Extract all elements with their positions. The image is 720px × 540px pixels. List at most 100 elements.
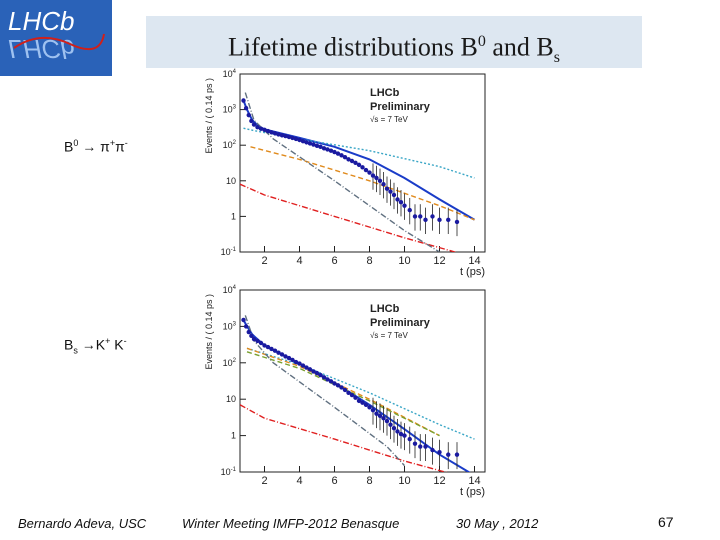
data-point: [279, 352, 285, 357]
data-point: [335, 383, 341, 388]
data-point: [325, 377, 330, 382]
data-point: [412, 214, 418, 219]
data-point: [356, 398, 362, 404]
legend-text: Preliminary: [370, 101, 431, 113]
data-point: [454, 219, 460, 225]
x-tick-label: 10: [398, 475, 410, 487]
plot-frame: [239, 289, 486, 473]
data-point: [360, 400, 365, 405]
data-point: [318, 372, 323, 378]
data-point: [332, 149, 337, 155]
data-point: [377, 413, 383, 418]
data-point: [346, 390, 351, 395]
data-point: [255, 338, 260, 344]
plot-area: [240, 92, 476, 252]
data-point: [349, 158, 355, 164]
fit-curve-red-dash-dot: [240, 404, 448, 472]
data-point: [251, 122, 257, 127]
y-tick-label: 10: [226, 394, 236, 404]
data-point: [381, 182, 386, 187]
data-point: [249, 118, 254, 124]
data-point: [272, 131, 278, 136]
x-tick-label: 6: [331, 475, 337, 487]
data-point: [241, 317, 246, 323]
data-point: [381, 416, 386, 421]
fit-curve-orange-dashed: [246, 347, 440, 437]
x-tick-label: 4: [296, 475, 302, 487]
data-point: [384, 418, 390, 424]
data-point: [423, 444, 428, 449]
y-axis-label: Events / ( 0.14 ps ): [204, 294, 214, 370]
lifetime-plot-b0: 10-1 1 10 102 103 104 2 4 6 8 10 12 14t (ps) Events /…: [204, 69, 486, 278]
data-point: [437, 449, 442, 455]
data-point: [398, 200, 404, 205]
data-point: [353, 395, 358, 400]
x-tick-label: 8: [366, 475, 372, 487]
footer-meeting: Winter Meeting IMFP-2012 Benasque: [182, 516, 400, 531]
data-point: [398, 431, 404, 437]
data-point: [402, 203, 407, 208]
data-point: [314, 143, 320, 149]
data-point: [391, 425, 397, 431]
data-point: [286, 134, 292, 140]
logo-wordmark: LHCb: [8, 6, 74, 36]
data-point: [374, 175, 379, 181]
data-point: [251, 336, 257, 342]
data-point: [258, 340, 264, 346]
data-point: [412, 441, 418, 446]
y-tick-label: 10-1: [221, 247, 237, 257]
data-point: [290, 357, 295, 363]
data-point: [297, 137, 302, 143]
fit-curve-cyan-dotted: [246, 347, 475, 440]
data-point: [402, 433, 407, 438]
data-point: [258, 126, 264, 131]
footer-author: Bernardo Adeva, USC: [18, 516, 147, 531]
data-point: [353, 160, 358, 166]
y-tick-label: 104: [223, 69, 237, 79]
data-point: [269, 130, 274, 135]
data-point: [246, 112, 251, 118]
data-point: [265, 344, 271, 350]
data-point: [272, 348, 278, 353]
data-point: [328, 148, 334, 153]
data-point: [418, 444, 423, 449]
data-point: [269, 346, 274, 352]
data-point: [388, 422, 393, 427]
x-tick-label: 12: [433, 475, 445, 487]
data-point: [246, 329, 251, 335]
data-point: [300, 138, 306, 144]
data-point: [307, 367, 313, 372]
data-point: [363, 167, 369, 173]
data-point: [339, 153, 344, 158]
data-point: [363, 402, 369, 408]
data-point: [446, 217, 451, 223]
y-tick-label: 104: [223, 285, 237, 295]
data-point: [388, 189, 393, 194]
legend-text: √s = 7 TeV: [370, 115, 408, 124]
fit-curve-cyan-dotted: [243, 127, 475, 179]
x-tick-label: 6: [331, 255, 337, 267]
data-point: [332, 381, 337, 386]
data-point: [367, 405, 372, 410]
page-number: 67: [658, 514, 674, 530]
y-axis-label: Events / ( 0.14 ps ): [204, 78, 214, 154]
data-point: [423, 217, 428, 223]
legend-text: Preliminary: [370, 317, 431, 329]
data-point: [307, 141, 313, 146]
decay-label-b0: B0 → π+π-: [64, 138, 128, 155]
legend-text: LHCb: [370, 303, 400, 315]
data-point: [328, 379, 334, 384]
data-point: [377, 178, 383, 183]
data-point: [454, 452, 460, 457]
lhcb-logo: LHCb LHCb: [0, 0, 112, 76]
data-point: [437, 217, 442, 223]
y-tick-label: 10: [226, 176, 236, 186]
data-point: [418, 214, 423, 219]
data-point: [349, 392, 355, 398]
title-band: Lifetime distributions B0 and Bs: [146, 16, 642, 68]
data-point: [446, 452, 451, 457]
data-point: [407, 436, 412, 442]
data-point: [249, 333, 254, 339]
y-tick-label: 10-1: [221, 467, 237, 477]
data-point: [430, 214, 435, 219]
